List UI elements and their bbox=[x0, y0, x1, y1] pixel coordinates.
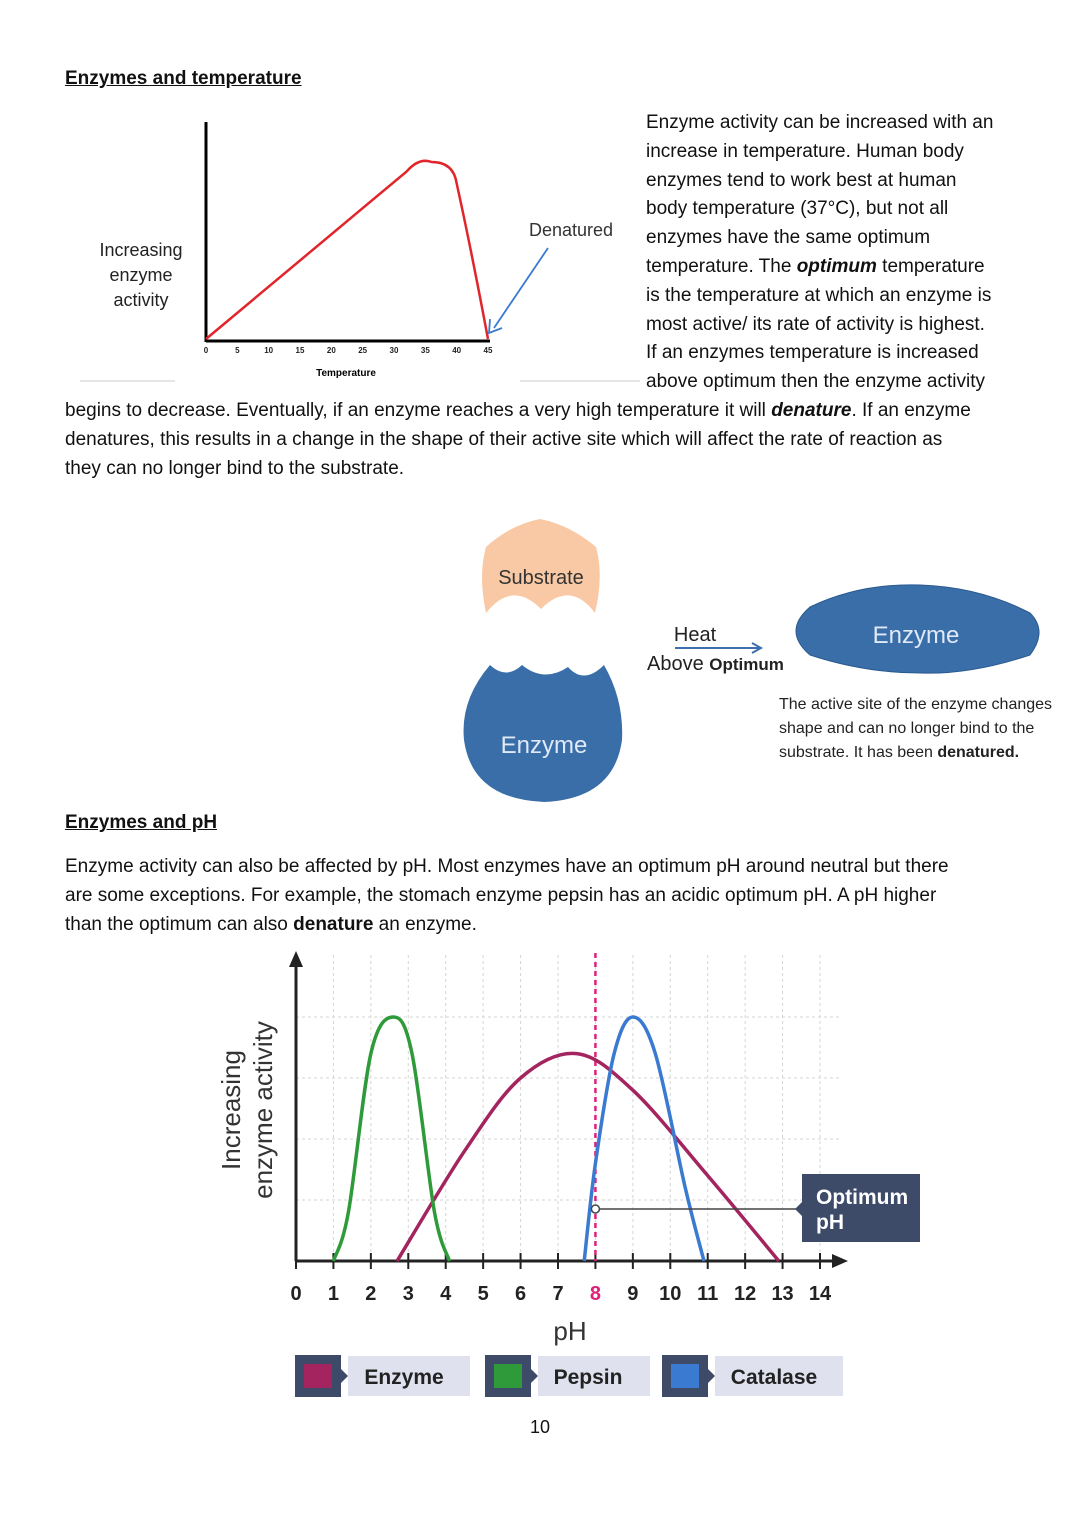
ph-tick-label: 12 bbox=[734, 1283, 756, 1305]
temp-y-label: Increasing enzyme activity bbox=[99, 240, 183, 310]
temp-tick-label: 10 bbox=[264, 346, 273, 355]
denatured-arrow bbox=[493, 247, 549, 329]
ph-y-label-line2: enzyme activity bbox=[248, 1021, 278, 1199]
optimum-callout-line1: Optimum bbox=[816, 1186, 908, 1209]
temp-tick-label: 0 bbox=[204, 346, 209, 355]
ph-tick-label: 14 bbox=[809, 1283, 832, 1305]
enzyme-label: Enzyme bbox=[501, 732, 588, 759]
temp-tick-label: 15 bbox=[296, 346, 305, 355]
optimum-callout bbox=[795, 1174, 920, 1242]
temp-activity-curve bbox=[205, 159, 490, 340]
above-optimum-label: Above Optimum bbox=[647, 653, 784, 675]
substrate-label: Substrate bbox=[498, 567, 584, 589]
legend-enzyme-label: Enzyme bbox=[364, 1366, 443, 1389]
legend-catalase: Catalase bbox=[662, 1355, 843, 1397]
enzyme-shape bbox=[463, 665, 623, 802]
ph-tick-label: 7 bbox=[552, 1283, 563, 1305]
denatured-enzyme-shape bbox=[795, 584, 1040, 674]
temperature-paragraph-full: begins to decrease. Eventually, if an en… bbox=[65, 400, 971, 479]
temp-tick-label: 30 bbox=[390, 346, 399, 355]
ph-tick-label: 3 bbox=[403, 1283, 414, 1305]
ph-chart: 0 1 2 3 4 5 6 7 8 9 10 11 12 13 14 Optimum pH pH Incre… bbox=[216, 951, 920, 1397]
ph-x-label: pH bbox=[553, 1316, 586, 1346]
temperature-paragraph-right: Enzyme activity can be increased with an… bbox=[646, 112, 994, 393]
page-number: 10 bbox=[529, 1417, 551, 1437]
denatured-enzyme-label: Enzyme bbox=[873, 622, 960, 649]
legend-pepsin-label: Pepsin bbox=[554, 1366, 623, 1389]
denaturation-diagram: Substrate Enzyme Heat Above Optimum Enzy… bbox=[463, 519, 1040, 802]
legend-catalase-label: Catalase bbox=[731, 1366, 817, 1389]
section-heading-ph: Enzymes and pH bbox=[65, 812, 218, 833]
optimum-callout-line2: pH bbox=[816, 1211, 844, 1234]
legend-pepsin: Pepsin bbox=[485, 1355, 650, 1397]
ph-ticks: 0 1 2 3 4 5 6 7 8 9 10 11 12 13 14 bbox=[290, 1253, 832, 1305]
legend-enzyme: Enzyme bbox=[295, 1355, 470, 1397]
ph-tick-label: 11 bbox=[697, 1283, 718, 1305]
ph-tick-label: 6 bbox=[515, 1283, 526, 1305]
denature-caption: The active site of the enzyme changes sh… bbox=[779, 696, 1053, 761]
temp-tick-label: 20 bbox=[327, 346, 336, 355]
ph-tick-label: 4 bbox=[440, 1283, 452, 1305]
ph-tick-label: 1 bbox=[328, 1283, 339, 1305]
temp-tick-label: 25 bbox=[358, 346, 367, 355]
temp-tick-label: 40 bbox=[452, 346, 461, 355]
temp-tick-label: 45 bbox=[484, 346, 493, 355]
series-catalase-curve bbox=[582, 1015, 706, 1262]
ph-tick-label: 13 bbox=[771, 1283, 793, 1305]
heat-label: Heat bbox=[674, 624, 717, 646]
series-pepsin-curve bbox=[331, 1015, 452, 1262]
denatured-label: Denatured bbox=[529, 220, 613, 240]
ph-paragraph: Enzyme activity can also be affected by … bbox=[65, 856, 949, 935]
ph-tick-label: 10 bbox=[659, 1283, 681, 1305]
temperature-chart: 0 5 10 15 20 25 30 35 40 45 Temperature Denatured bbox=[80, 122, 640, 382]
temp-tick-label: 5 bbox=[235, 346, 240, 355]
ph-y-label-line1: Increasing bbox=[216, 1050, 246, 1170]
temp-tick-labels: 0 5 10 15 20 25 30 35 40 45 bbox=[204, 346, 493, 355]
section-heading-temperature: Enzymes and temperature bbox=[65, 68, 302, 89]
temp-tick-label: 35 bbox=[421, 346, 430, 355]
substrate-shape bbox=[482, 519, 600, 613]
ph-tick-label: 2 bbox=[365, 1283, 376, 1305]
series-enzyme-curve bbox=[395, 1051, 781, 1263]
ph-tick-label: 8 bbox=[590, 1283, 601, 1305]
ph-tick-label: 5 bbox=[478, 1283, 489, 1305]
ph-tick-label: 0 bbox=[290, 1283, 301, 1305]
temp-x-label: Temperature bbox=[316, 368, 376, 379]
ph-tick-label: 9 bbox=[627, 1283, 638, 1305]
denatured-arrowhead bbox=[488, 318, 503, 335]
ph-grid bbox=[295, 955, 840, 1262]
optimum-marker bbox=[590, 1204, 601, 1214]
